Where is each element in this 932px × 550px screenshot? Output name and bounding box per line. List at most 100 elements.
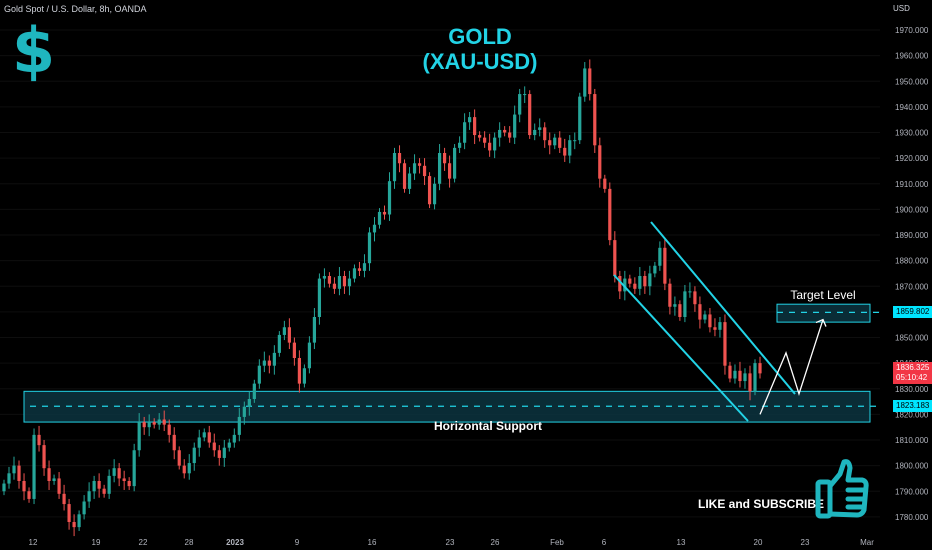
candle bbox=[432, 177, 437, 210]
chart-grid bbox=[0, 29, 880, 518]
candle bbox=[327, 272, 332, 288]
candle bbox=[12, 456, 16, 480]
candle bbox=[468, 112, 472, 130]
time-axis[interactable]: 12 19 22 28 2023 9 16 23 26 Feb 6 13 20 23 Mar bbox=[29, 538, 875, 547]
candle bbox=[498, 122, 502, 147]
candle bbox=[478, 131, 482, 142]
x-tick-label: 22 bbox=[139, 538, 148, 547]
candle bbox=[437, 144, 442, 191]
candle bbox=[753, 359, 757, 396]
candle bbox=[27, 487, 31, 503]
candle bbox=[377, 208, 382, 229]
candle bbox=[287, 318, 291, 350]
candle bbox=[402, 159, 407, 193]
candle bbox=[513, 105, 517, 145]
y-tick-label: 1910.000 bbox=[895, 180, 929, 189]
y-tick-label: 1950.000 bbox=[895, 77, 929, 86]
like-subscribe-text: LIKE and SUBSCRIBE bbox=[698, 497, 825, 511]
candle bbox=[132, 443, 136, 492]
candle bbox=[32, 428, 36, 505]
candle bbox=[367, 227, 372, 271]
candle bbox=[583, 62, 587, 102]
channel-upper-line bbox=[650, 221, 796, 395]
candle bbox=[122, 470, 126, 490]
candle bbox=[483, 131, 487, 148]
candle bbox=[713, 318, 717, 337]
candle bbox=[67, 498, 71, 530]
candle bbox=[212, 433, 216, 457]
x-tick-label: 13 bbox=[677, 538, 686, 547]
y-tick-label: 1880.000 bbox=[895, 257, 929, 266]
candle bbox=[202, 428, 206, 442]
candle bbox=[703, 310, 707, 324]
candle bbox=[167, 419, 171, 443]
candle bbox=[508, 126, 512, 143]
candle bbox=[92, 475, 96, 499]
candle bbox=[463, 113, 467, 150]
currency-label: USD bbox=[893, 4, 910, 13]
candle bbox=[397, 145, 402, 173]
x-tick-label: 20 bbox=[754, 538, 763, 547]
candle bbox=[628, 274, 632, 288]
chart-title: GOLD (XAU-USD) bbox=[400, 24, 560, 74]
candle bbox=[488, 133, 492, 157]
candle bbox=[2, 479, 6, 496]
y-tick-label: 1800.000 bbox=[895, 462, 929, 471]
candle bbox=[362, 254, 367, 278]
candle bbox=[698, 296, 702, 329]
candle bbox=[272, 345, 276, 375]
candle bbox=[297, 350, 301, 393]
x-tick-label: 6 bbox=[602, 538, 607, 547]
candle bbox=[553, 133, 557, 150]
y-tick-label: 1900.000 bbox=[895, 205, 929, 214]
candle bbox=[97, 473, 101, 498]
current-price-value: 1836.325 bbox=[896, 362, 930, 372]
y-tick-label: 1960.000 bbox=[895, 52, 929, 61]
candle bbox=[558, 131, 562, 153]
candle bbox=[222, 440, 226, 467]
dollar-logo-icon: $ bbox=[12, 14, 56, 87]
y-tick-label: 1930.000 bbox=[895, 129, 929, 138]
candle bbox=[117, 463, 121, 487]
candle bbox=[292, 337, 296, 366]
channel-lower-line bbox=[613, 274, 749, 422]
x-tick-label: Feb bbox=[550, 538, 564, 547]
projection-path bbox=[759, 319, 824, 415]
candle bbox=[648, 265, 652, 296]
y-tick-label: 1780.000 bbox=[895, 513, 929, 522]
candle bbox=[608, 182, 612, 246]
candle bbox=[107, 469, 111, 499]
candle bbox=[47, 460, 51, 490]
candle bbox=[548, 132, 552, 155]
candle bbox=[728, 361, 732, 383]
candle bbox=[372, 217, 377, 242]
candle bbox=[392, 147, 397, 189]
x-tick-label: 26 bbox=[491, 538, 500, 547]
current-price-tag: 1836.325 05:10:42 bbox=[893, 361, 932, 384]
candle bbox=[257, 359, 261, 389]
x-tick-label: 12 bbox=[29, 538, 38, 547]
candle bbox=[538, 118, 542, 137]
candle bbox=[112, 459, 116, 483]
candle bbox=[593, 88, 597, 153]
title-line-2: (XAU-USD) bbox=[422, 49, 538, 74]
candle bbox=[227, 438, 231, 452]
candle bbox=[87, 482, 91, 508]
candle bbox=[127, 477, 131, 490]
candle bbox=[658, 241, 662, 271]
x-tick-label: 2023 bbox=[226, 538, 244, 547]
x-tick-label: Mar bbox=[860, 538, 874, 547]
candle bbox=[197, 429, 201, 457]
candle bbox=[447, 155, 452, 188]
candle bbox=[22, 473, 26, 501]
candle bbox=[427, 172, 432, 209]
y-tick-label: 1920.000 bbox=[895, 154, 929, 163]
candle bbox=[337, 267, 342, 296]
candle bbox=[442, 147, 447, 171]
candle bbox=[177, 446, 181, 470]
price-axis[interactable]: 1970.000 1960.000 1950.000 1940.000 1930.000… bbox=[895, 26, 929, 522]
candlestick-series bbox=[2, 59, 762, 537]
x-tick-label: 9 bbox=[295, 538, 300, 547]
candle bbox=[663, 238, 667, 291]
